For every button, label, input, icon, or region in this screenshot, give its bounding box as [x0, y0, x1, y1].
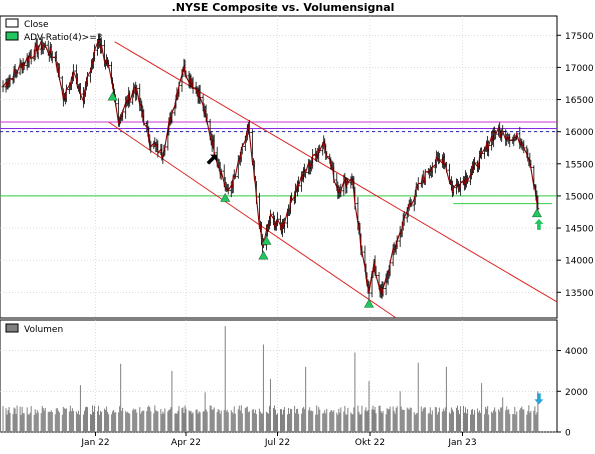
volume-panel-frame [0, 319, 558, 433]
channel-line [108, 121, 397, 319]
chart-title: .NYSE Composite vs. Volumensignal [172, 1, 395, 14]
annotation-arrow [534, 218, 544, 230]
x-axis: Jan 22 Apr 22 Jul 22 Okt 22 Jan 23 [80, 432, 477, 448]
x-tick-label: Jan 23 [447, 438, 476, 448]
annotation-arrow [534, 393, 544, 405]
channel-line [114, 41, 558, 303]
price-y-tick-label: 16500 [565, 96, 594, 106]
x-tick-label: Okt 22 [355, 438, 385, 448]
price-y-tick-label: 17500 [565, 32, 594, 42]
signal-marker [531, 208, 542, 218]
annotation-arrow [206, 154, 218, 165]
price-series [1, 34, 540, 300]
volume-y-tick-label: 2000 [565, 388, 588, 398]
legend-close-label: Close [24, 20, 49, 30]
legend-signal-label: ADV-Ratio(4)>=3 [24, 33, 102, 43]
price-y-tick-label: 14000 [565, 257, 594, 267]
price-y-tick-label: 15000 [565, 192, 594, 202]
price-y-tick-label: 16000 [565, 128, 594, 138]
signal-marker [220, 192, 231, 202]
price-y-tick-label: 17000 [565, 64, 594, 74]
volume-series [2, 326, 539, 432]
volume-annotations [534, 393, 544, 405]
legend-signal-swatch [5, 31, 19, 41]
signal-marker [107, 91, 118, 101]
price-panel: 13500 14000 14500 15000 15500 16000 16500 17000… [0, 15, 594, 319]
signal-marker [261, 235, 272, 245]
price-panel-frame [0, 15, 558, 319]
signal-marker [363, 298, 375, 308]
price-y-ticks: 13500 14000 14500 15000 15500 16000 16500 17000… [557, 32, 594, 299]
close-line [2, 39, 539, 295]
volume-panel: 0 2000 4000 Volumen [0, 319, 588, 439]
legend-volume-label: Volumen [24, 325, 63, 335]
price-y-tick-label: 13500 [565, 289, 594, 299]
x-tick-label: Jul 22 [264, 438, 290, 448]
legend-close-swatch [5, 18, 19, 28]
price-y-tick-label: 14500 [565, 225, 594, 235]
volume-y-ticks: 0 2000 4000 [557, 347, 588, 439]
price-grid [0, 16, 557, 318]
signal-marker [258, 250, 269, 260]
x-tick-label: Jan 22 [80, 438, 109, 448]
volume-y-tick-label: 0 [565, 429, 571, 439]
volume-legend: Volumen [5, 323, 63, 335]
price-annotations [107, 91, 544, 308]
legend-volume-swatch [5, 323, 19, 333]
price-legend: Close ADV-Ratio(4)>=3 [5, 18, 102, 43]
price-reference-lines [0, 41, 558, 319]
volume-y-tick-label: 4000 [565, 347, 588, 357]
x-tick-label: Apr 22 [171, 438, 201, 448]
price-y-tick-label: 15500 [565, 160, 594, 170]
